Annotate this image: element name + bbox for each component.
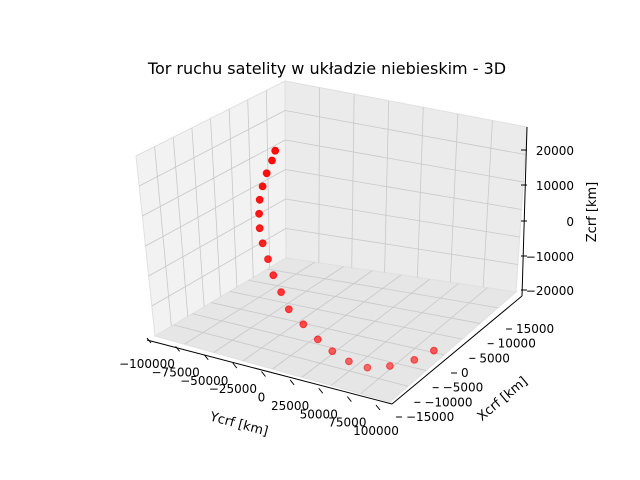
xcrf-tick-label: −10000 [424,395,472,409]
grid-line [301,278,430,378]
grid-line [482,120,493,288]
grid-line [242,270,373,362]
zcrf-tick-label: −10000 [526,250,574,264]
grid-line [285,198,520,238]
grid-line [248,279,481,324]
grid-line [285,110,526,155]
data-point [386,362,394,370]
data-point [262,169,271,178]
ycrf-tick-mark [203,354,209,361]
ycrf-axis-line [146,339,393,405]
data-point [268,156,276,165]
chart-title: Tor ruchu satelity w układzie niebieskim… [147,59,506,78]
grid-line [417,107,424,278]
zcrf-tick-labels: −20000 −10000 0 10000 20000 [521,144,574,298]
data-point [271,146,280,155]
grid-line [247,99,254,278]
xcrf-tick-label: 10000 [498,337,536,351]
xcrf-tick-label: 0 [461,366,469,380]
ycrf-tick-mark [261,371,266,377]
data-point [363,363,372,372]
grid-line [330,283,459,386]
ycrf-tick-mark [375,404,381,411]
ycrf-tick-label: −75000 [152,365,200,379]
data-point [264,255,272,264]
ycrf-tick-mark [146,337,152,344]
xcrf-axis-line [391,295,523,405]
data-point [258,182,267,191]
grid-line [213,266,344,353]
grid-line [449,113,459,283]
ycrf-tick-label: 25000 [271,399,309,413]
data-point [430,346,438,355]
grid-line [285,228,518,265]
ycrf-tick-label: −25000 [209,382,257,396]
xcrf-tick-label: −5000 [443,381,484,395]
zcrf-tick-label: −20000 [526,284,574,298]
grid-line [210,118,221,298]
xcrf-tick-label: 15000 [516,322,554,336]
zcrf-axis-label: Zcrf [km] [585,182,600,242]
grid-line [229,291,463,340]
grid-line [184,261,315,345]
grid-line [173,324,409,387]
ycrf-tick-mark [175,346,181,352]
ycrf-tick-label: 100000 [353,424,399,438]
zcrf-axis-line [521,126,528,297]
ycrf-tick-label: −100000 [119,357,175,371]
grid-line [351,94,355,268]
floor-pane [153,257,518,403]
data-point [277,288,286,297]
data-point [269,271,278,280]
grid-line [360,287,488,395]
data-point [410,356,419,364]
grid-line [285,169,522,210]
data-point [345,357,353,366]
grid-line [172,137,189,317]
data-point [328,347,337,356]
data-point [284,305,293,314]
xcrf-tick-label: −15000 [406,410,454,424]
grid-line [272,274,402,370]
grid-line [267,268,499,309]
data-points [255,146,438,372]
grid-line [211,302,445,356]
data-point [255,195,264,204]
ycrf-tick-label: 50000 [300,407,338,421]
zcrf-tick-label: 0 [566,215,574,229]
data-point [313,335,322,344]
grid-lines [138,87,526,395]
xcrf-tick-label: 5000 [479,351,510,365]
grid-line [191,127,205,307]
data-point [255,209,264,218]
ycrf-tick-label: 0 [258,391,266,405]
grid-line [318,87,320,263]
ycrf-tick-mark [289,379,295,386]
grid-line [228,109,238,288]
ycrf-tick-mark [232,362,238,369]
ycrf-tick-mark [318,387,324,394]
grid-line [285,139,524,183]
zcrf-tick-label: 20000 [536,144,574,158]
grid-line [265,90,271,268]
data-point [258,239,267,248]
zcrf-tick-label: 10000 [536,179,574,193]
grid-line [384,100,390,273]
ycrf-tick-label: 75000 [328,416,366,430]
data-point [299,320,308,329]
ycrf-tick-label: −50000 [180,374,228,388]
data-point [255,224,264,233]
grid-line [154,146,172,327]
grid-line [192,313,427,371]
ycrf-tick-mark [346,396,352,402]
